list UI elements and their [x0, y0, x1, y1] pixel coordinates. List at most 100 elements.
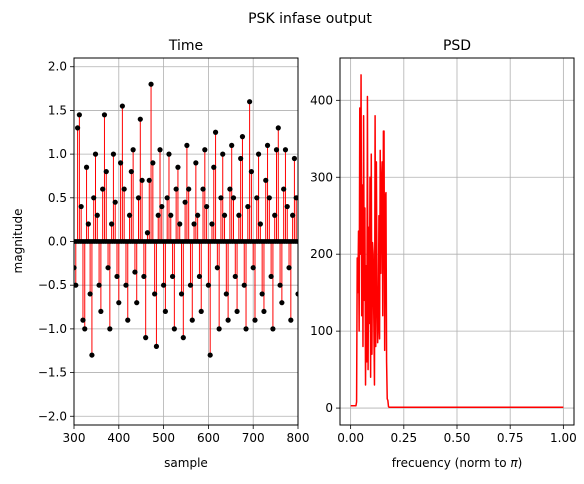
- time-stem-marker: [286, 265, 292, 271]
- time-stem-marker: [232, 273, 238, 280]
- time-stem-marker: [103, 168, 109, 175]
- time-stem-marker: [250, 265, 256, 271]
- time-stem-marker: [114, 273, 120, 280]
- time-stem-marker: [290, 212, 296, 218]
- psd-line-series: [350, 74, 564, 409]
- time-stem-marker: [141, 273, 147, 280]
- time-stem-marker: [245, 203, 251, 210]
- time-stem-marker: [128, 168, 134, 175]
- time-stem-marker: [254, 195, 260, 201]
- time-stem-marker: [288, 317, 294, 323]
- time-stem-marker: [212, 129, 219, 135]
- time-ytick-label: 0.0: [48, 235, 67, 249]
- time-xtick-label: 300: [63, 431, 86, 445]
- psd-xtick-label: 0.75: [497, 431, 524, 445]
- psd-ytick-label: 200: [310, 247, 333, 261]
- time-stem-marker: [284, 203, 290, 210]
- time-stem-marker: [239, 134, 246, 140]
- figure-suptitle: PSK infase output: [248, 11, 372, 27]
- psd-grid: [340, 58, 574, 425]
- time-ytick-label: 0.5: [48, 191, 67, 205]
- time-stem-marker: [98, 308, 104, 315]
- psd-ytick-label: 100: [310, 324, 333, 338]
- time-stem-marker: [148, 81, 154, 87]
- time-stem-marker: [87, 291, 93, 297]
- time-stem-marker: [164, 195, 170, 201]
- time-stem-marker: [221, 212, 228, 218]
- time-stems: [74, 81, 298, 358]
- psd-line: [350, 74, 564, 409]
- time-stem-marker: [105, 265, 111, 271]
- time-stem-marker: [109, 221, 115, 227]
- time-stem-marker: [157, 147, 163, 153]
- time-stem-marker: [259, 291, 265, 297]
- time-stem-marker: [74, 282, 79, 288]
- time-stem-marker: [121, 186, 127, 192]
- time-stem-marker: [180, 335, 186, 341]
- time-stem-marker: [116, 300, 122, 306]
- psd-xlabel-symbol: π: [510, 456, 518, 470]
- time-stem-marker: [89, 352, 95, 358]
- psd-xlabel: frecuency (norm to π): [392, 456, 523, 470]
- time-stem-marker: [293, 195, 298, 201]
- psd-xtick-label: 0.25: [390, 431, 417, 445]
- time-stem-marker: [94, 212, 100, 218]
- psd-xtick-label: 0.50: [444, 431, 471, 445]
- time-stem-marker: [184, 142, 190, 148]
- time-stem-marker: [162, 308, 168, 315]
- time-stem-marker: [85, 221, 91, 227]
- time-stem-marker: [139, 177, 145, 183]
- time-stem-marker: [200, 186, 206, 192]
- time-stem-marker: [76, 112, 82, 118]
- time-stem-marker: [74, 265, 77, 271]
- time-ytick-label: −1.5: [38, 366, 67, 380]
- time-stem-marker: [112, 199, 118, 205]
- time-stem-marker: [275, 125, 281, 131]
- time-stem-marker: [100, 186, 106, 192]
- time-stem-marker: [117, 160, 124, 166]
- time-stem-marker: [195, 212, 201, 218]
- time-stem-marker: [207, 352, 213, 358]
- time-stem-marker: [216, 326, 222, 332]
- time-stem-marker: [74, 125, 81, 131]
- time-stem-marker: [198, 308, 204, 315]
- time-stem-marker: [82, 326, 88, 332]
- time-stem-marker: [178, 291, 185, 297]
- time-stem-marker: [295, 291, 298, 297]
- psd-ytick-label: 0: [325, 401, 333, 415]
- time-stem-marker: [123, 282, 129, 288]
- time-stem-marker: [291, 155, 298, 162]
- time-stem-marker: [130, 147, 136, 153]
- psd-xlabel-suffix: ): [518, 456, 523, 470]
- time-stem-marker: [92, 151, 99, 157]
- time-stem-marker: [171, 326, 177, 332]
- psd-ytick-label: 400: [310, 93, 333, 107]
- time-stem-marker: [107, 326, 113, 332]
- time-stem-marker: [211, 164, 217, 170]
- time-ytick-label: 1.0: [48, 147, 67, 161]
- time-stem-marker: [263, 177, 269, 183]
- time-stem-marker: [119, 103, 125, 109]
- time-stem-marker: [279, 300, 285, 306]
- time-stem-marker: [234, 308, 240, 315]
- time-stem-marker: [255, 151, 262, 157]
- time-stem-marker: [169, 273, 176, 280]
- time-stem-marker: [168, 212, 174, 218]
- time-stem-marker: [266, 195, 272, 201]
- time-stem-marker: [261, 308, 267, 315]
- time-stem-marker: [272, 212, 278, 218]
- psd-xtick-label: 0.00: [337, 431, 364, 445]
- psd-axes: PSD 0.00 0.25 0.50 0.75 1.00 0 100 200 300 400 fr…: [310, 38, 577, 470]
- time-stem-marker: [110, 151, 117, 157]
- time-stem-marker: [159, 203, 165, 210]
- psd-ytick-label: 300: [310, 170, 333, 184]
- time-stem-marker: [243, 326, 249, 332]
- time-stem-marker: [161, 282, 167, 288]
- time-stem-marker: [247, 99, 253, 105]
- psd-title: PSD: [443, 38, 471, 54]
- time-stem-marker: [268, 273, 274, 280]
- psd-xlabel-prefix: frecuency (norm to: [392, 456, 511, 470]
- time-stem-marker: [144, 230, 151, 236]
- time-ytick-label: −1.0: [38, 322, 67, 336]
- time-stem-marker: [241, 282, 247, 288]
